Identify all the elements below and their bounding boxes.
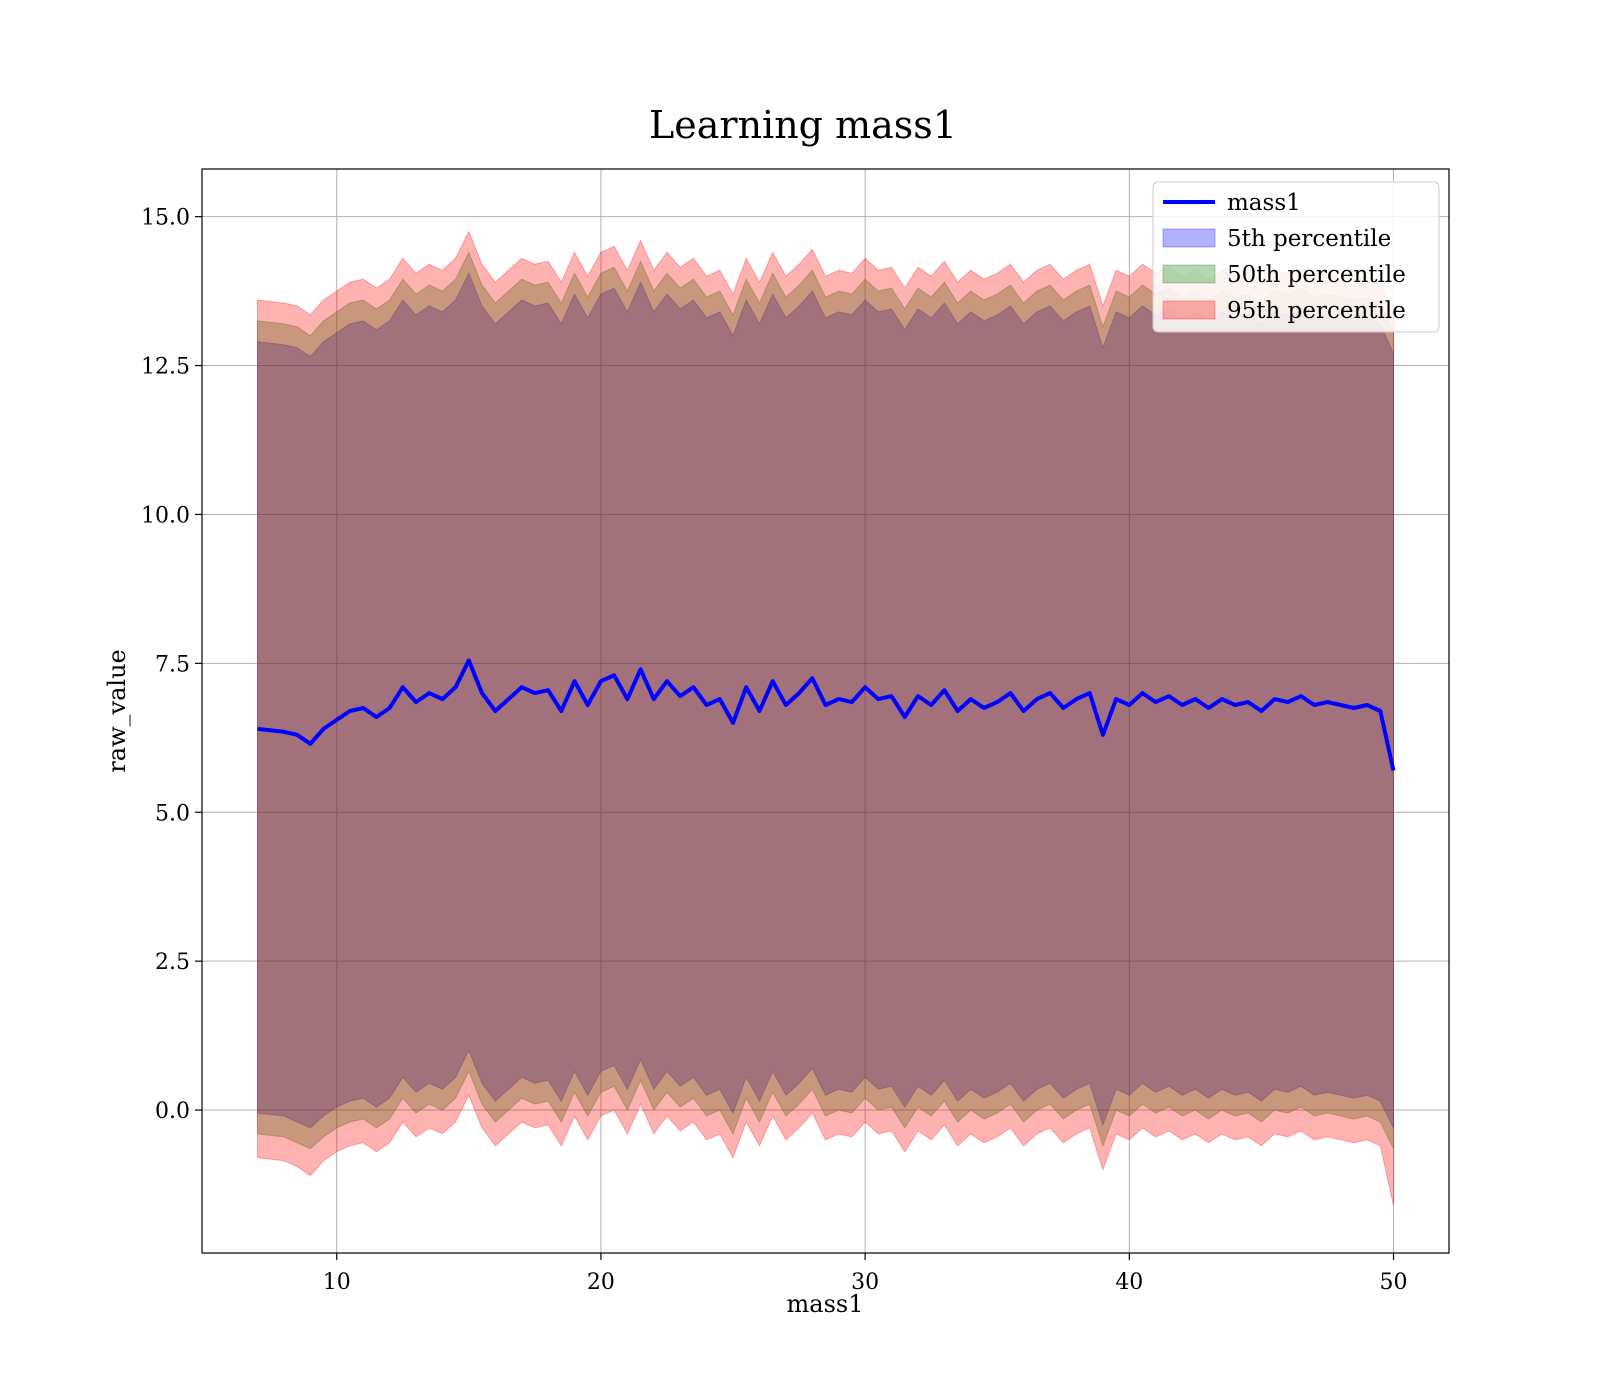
plot-frame	[201, 168, 1450, 1254]
chart-title: Learning mass1	[649, 103, 957, 147]
x-tick-label: 40	[1115, 1270, 1143, 1295]
series-line-mass1	[257, 658, 1396, 772]
x-axis-ticks: 10 20 30 40 50	[323, 1253, 1408, 1295]
legend-swatch	[1162, 300, 1216, 320]
legend-label-mass1: mass1	[1227, 190, 1301, 216]
y-axis-label: raw_value	[103, 649, 131, 773]
legend-label: 50th percentile	[1227, 262, 1406, 288]
y-tick-label: 2.5	[155, 950, 190, 975]
y-tick-label: 5.0	[155, 801, 190, 826]
band-95th-percentile	[257, 230, 1394, 1206]
series-layer	[257, 658, 1396, 772]
x-tick-label: 10	[323, 1270, 351, 1295]
y-axis-ticks: 0.0 2.5 5.0 7.5 10.0 12.5 15.0	[141, 206, 202, 1124]
y-tick-label: 12.5	[141, 355, 190, 380]
grid	[202, 169, 1449, 1253]
y-tick-label: 15.0	[141, 206, 190, 231]
y-tick-label: 7.5	[155, 652, 190, 677]
y-tick-label: 0.0	[155, 1099, 190, 1124]
legend-label: 5th percentile	[1227, 226, 1391, 252]
x-tick-label: 50	[1380, 1270, 1408, 1295]
legend: mass1 5th percentile 50th percentile 95th p…	[1152, 181, 1440, 333]
percentile-bands	[257, 230, 1394, 1206]
x-tick-label: 20	[587, 1270, 615, 1295]
x-axis-label: mass1	[787, 1290, 864, 1318]
legend-swatch	[1162, 228, 1216, 248]
legend-box	[1152, 181, 1440, 333]
x-tick-label: 30	[851, 1270, 879, 1295]
y-tick-label: 10.0	[141, 503, 190, 528]
legend-label: 95th percentile	[1227, 298, 1406, 324]
legend-swatch	[1162, 264, 1216, 284]
